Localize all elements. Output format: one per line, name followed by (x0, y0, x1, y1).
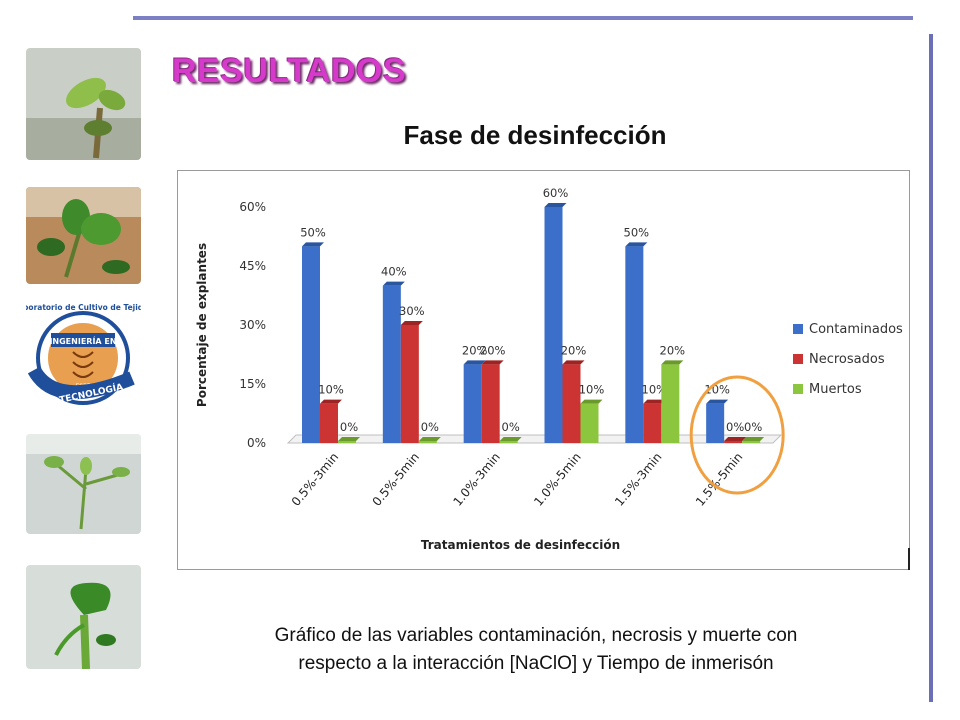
bar (320, 403, 338, 443)
legend-swatch (793, 324, 803, 334)
bar-top (418, 437, 441, 441)
legend-label: Muertos (809, 382, 862, 397)
edge-mark (908, 548, 910, 570)
legend-label: Necrosados (809, 352, 885, 367)
bar (382, 285, 401, 443)
data-label: 20% (480, 343, 506, 357)
top-accent-rule (133, 16, 913, 20)
bar-top (499, 437, 522, 441)
y-tick-label: 15% (239, 377, 266, 391)
chart-frame: 0% 15% 30% 45% 60% Porcentaje de explantes Tra… (177, 170, 910, 570)
data-label: 30% (399, 304, 425, 318)
data-label: 20% (462, 343, 488, 357)
data-label: 10% (318, 383, 344, 397)
y-tick-label: 0% (247, 436, 266, 450)
bar-chart: 0% 15% 30% 45% 60% Porcentaje de explantes Tra… (195, 186, 903, 552)
x-tick-label: 1.5%-3min (612, 450, 665, 509)
bar (643, 403, 662, 443)
bar-top (706, 399, 729, 404)
plant-photo-2 (26, 187, 141, 284)
plant-photo-1 (26, 48, 141, 160)
data-label: 20% (660, 343, 686, 357)
x-tick-label: 1.5%-5min (693, 450, 746, 509)
bar (400, 325, 419, 443)
bar-top (661, 360, 684, 365)
chart-subtitle: Fase de desinfección (403, 120, 667, 150)
bar (338, 441, 356, 443)
bar-top (302, 242, 324, 247)
legend-swatch (793, 384, 803, 394)
x-tick-label: 1.0%-5min (531, 450, 584, 509)
bar-top (562, 360, 585, 365)
bar-top (625, 242, 648, 247)
biotecnologia-logo: INGENIERÍA EN ESPE BIOTECNOLOGÍA Laborat… (13, 300, 153, 412)
caption-line-1: Gráfico de las variables contaminación, … (274, 625, 798, 646)
bar (562, 364, 581, 443)
bar-top (463, 360, 486, 365)
bar-top (544, 203, 567, 207)
data-label: 50% (300, 225, 326, 239)
data-label: 50% (624, 225, 650, 239)
bar-top (400, 321, 423, 325)
caption-line-2: respecto a la interacción [NaClO] y Tiem… (298, 653, 774, 674)
figure-caption: Gráfico de las variables contaminación, … (196, 622, 876, 678)
y-tick-label: 30% (239, 318, 266, 332)
bar (463, 364, 482, 443)
bar-top (481, 360, 504, 365)
x-tick-label: 0.5%-3min (289, 450, 342, 509)
y-axis-label: Porcentaje de explantes (195, 243, 209, 407)
x-tick-label: 1.0%-3min (450, 450, 503, 509)
plant-photo-4 (26, 565, 141, 669)
data-label: 10% (642, 383, 668, 397)
data-label: 20% (561, 343, 587, 357)
logo-text-mid: INGENIERÍA EN (49, 335, 116, 346)
logo-text-top: Laboratorio de Cultivo de Tejidos (26, 303, 141, 312)
right-accent-rule (929, 34, 933, 702)
data-label: 0% (744, 420, 762, 434)
legend-label: Contaminados (809, 322, 903, 337)
plant-photo-3 (26, 434, 141, 534)
bar (481, 364, 500, 443)
highlight-ellipse (689, 375, 785, 495)
bar-top (724, 437, 747, 441)
bar-top (382, 281, 405, 286)
bar (580, 403, 599, 443)
data-label: 0% (340, 420, 358, 434)
bar (706, 403, 725, 443)
bar (499, 441, 518, 443)
slide-title: RESULTADOS (172, 52, 407, 90)
y-tick-label: 60% (239, 200, 266, 214)
bar (724, 441, 743, 443)
bar (418, 441, 437, 443)
x-tick-label: 0.5%-5min (370, 450, 423, 509)
data-label: 0% (421, 420, 439, 434)
bar (625, 246, 644, 443)
bar-top (320, 399, 342, 404)
x-axis-label: Tratamientos de desinfección (421, 538, 620, 552)
bar-top (338, 437, 360, 441)
data-label: 60% (543, 186, 569, 200)
bar (742, 441, 761, 443)
legend-swatch (793, 354, 803, 364)
data-label: 10% (579, 383, 605, 397)
bar (544, 207, 563, 443)
data-label: 0% (502, 420, 520, 434)
data-label: 0% (726, 420, 744, 434)
bar (302, 246, 320, 443)
y-tick-label: 45% (239, 259, 266, 273)
bar-top (643, 399, 666, 404)
bar-top (580, 399, 603, 404)
bar (661, 364, 680, 443)
data-label: 40% (381, 265, 407, 279)
bar-top (742, 437, 765, 441)
